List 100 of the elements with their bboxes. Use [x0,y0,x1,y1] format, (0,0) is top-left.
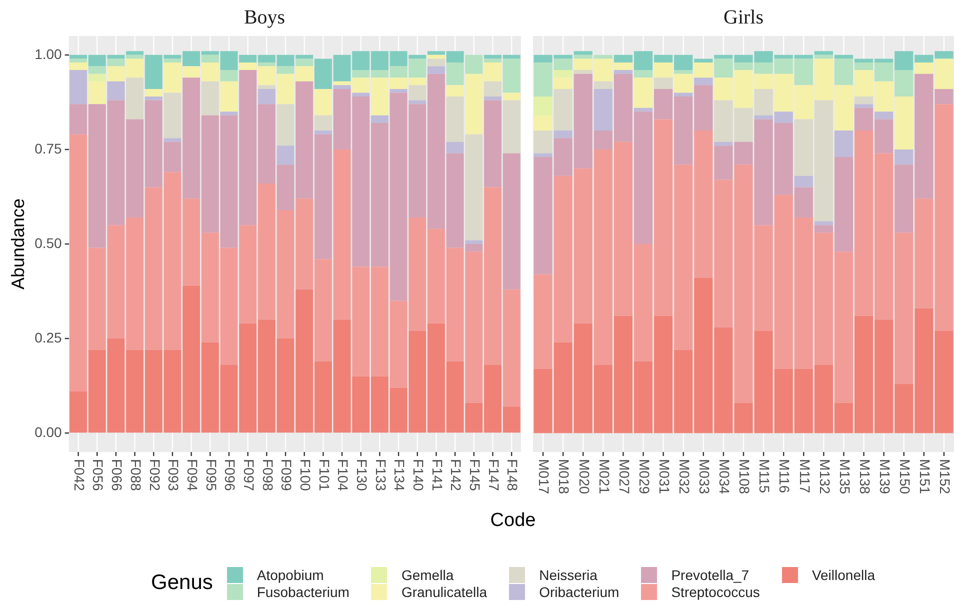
x-tick-label: F095 [203,459,220,492]
bar [258,85,276,89]
x-tick-label: F093 [166,459,182,492]
legend-label: Fusobacterium [256,584,350,600]
bar [314,130,332,134]
x-tick-label: M029 [636,459,652,494]
x-tick-label: M034 [716,459,733,494]
chart-title: Girls [724,6,764,28]
x-tick-label: M150 [897,459,914,494]
y-tick-label: 0.25 [34,329,62,346]
bar [70,70,88,104]
bar [408,100,426,104]
x-tick-label: M151 [917,459,934,494]
x-tick-label: M033 [696,459,713,494]
bar [427,54,445,59]
legend-label: Streptococcus [671,584,760,600]
bar [484,81,502,97]
bar [814,51,834,55]
x-tick-label: F101 [316,459,332,492]
legend-label: Granulicatella [401,584,488,600]
bar [502,100,520,154]
bar [634,70,653,78]
bar [634,108,653,112]
y-axis-title: Abundance [8,198,28,290]
x-tick-label: F096 [222,459,238,492]
x-tick-label: F088 [128,459,144,492]
bar [574,51,592,55]
x-tick-label: F094 [184,459,200,492]
x-tick-label: F066 [109,459,126,492]
x-tick-label: F097 [240,459,257,492]
bar [484,96,502,100]
x-tick-label: F142 [448,459,464,492]
bar [854,96,874,104]
bar [88,74,106,82]
bar [874,112,894,120]
x-tick-label: M116 [776,459,793,494]
bar [814,221,834,226]
bar [220,112,238,116]
x-tick-label: M027 [616,459,632,494]
bar [408,85,426,100]
legend-label: Oribacterium [539,584,620,600]
bar [534,115,552,131]
x-tick-label: F141 [429,459,446,492]
x-tick-label: F098 [260,459,276,492]
bar [126,51,144,55]
legend-label: Veillonella [812,566,875,582]
bar [814,54,834,59]
bar [694,78,713,86]
legend-title: Genus [151,571,213,595]
bar [427,66,445,74]
bar [446,142,464,154]
bar [107,81,125,100]
x-tick-label: M031 [656,459,672,494]
bar [534,96,552,116]
bar [674,92,693,97]
x-tick-label: F099 [278,459,295,492]
x-tick-label: F100 [297,459,314,492]
bar [333,85,351,89]
x-tick-label: F147 [486,459,502,492]
bar [594,81,612,89]
bar [654,78,673,89]
x-tick-label: M117 [796,459,813,494]
bar [554,78,572,89]
bar [88,81,106,104]
bar [258,88,276,104]
legend-label: Prevotella_7 [671,566,750,582]
legend-label: Gemella [401,566,454,582]
bar [258,62,276,66]
x-tick-label: F133 [372,459,389,492]
bar [854,104,874,108]
bar [834,54,854,59]
x-tick-label: M138 [856,459,873,494]
bar [107,58,125,66]
bar [314,88,332,116]
x-tick-label: M135 [836,459,853,494]
x-tick-label: M115 [756,459,773,494]
x-tick-label: M152 [937,459,954,494]
x-tick-label: F140 [410,459,427,492]
bar [614,70,633,74]
bar [574,70,592,74]
bar [276,104,294,146]
bar [201,54,219,62]
y-tick-label: 0.75 [34,140,62,156]
x-tick-label: M032 [676,459,692,494]
bar [164,58,182,62]
x-tick-label: M018 [556,459,572,494]
bar [554,130,572,138]
x-tick-label: F042 [71,459,88,492]
bar [427,58,445,66]
legend-label: Neisseria [539,566,598,582]
bar [834,130,854,158]
bar [465,240,483,244]
x-tick-label: M017 [536,459,552,494]
bar [276,146,294,165]
x-tick-label: F148 [504,459,521,492]
bar [502,92,520,100]
y-tick-label: 1.00 [34,46,62,62]
x-tick-label: F104 [335,459,352,492]
bar [390,88,408,93]
bar [164,138,182,142]
